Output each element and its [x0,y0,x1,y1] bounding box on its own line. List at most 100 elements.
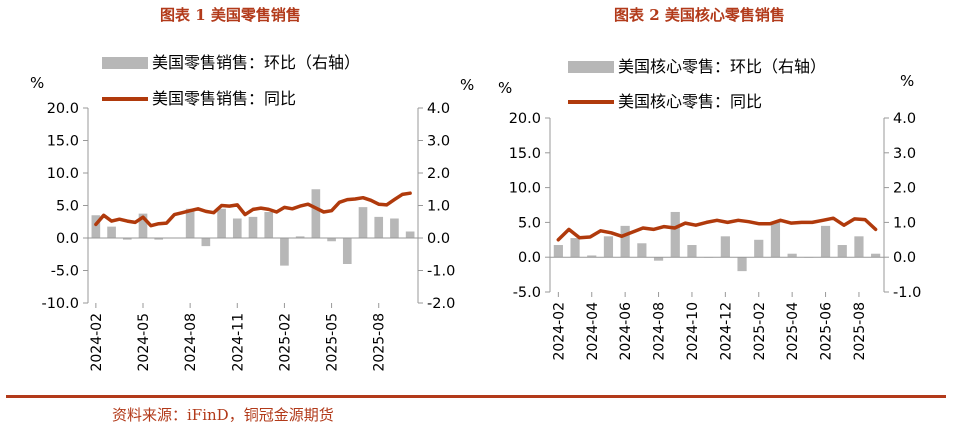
x-tick-label: 2024-02 [551,302,567,361]
bar [311,189,321,238]
left-tick-label: -5.0 [513,285,541,301]
bar [185,208,195,238]
yoy-line [556,216,878,242]
legend-line-label: 美国零售销售：同比 [152,89,296,108]
x-tick-label: 2025-06 [819,302,835,361]
x-tick-label: 2024-10 [685,302,701,361]
left-tick-label: 15.0 [47,134,79,150]
bar [405,231,415,238]
bar [720,236,730,258]
left-tick-label: 10.0 [509,181,541,197]
right-tick-label: -1.0 [427,264,455,280]
bar [837,245,847,258]
x-tick-label: 2025-02 [277,313,293,372]
bar [280,238,289,266]
bar [295,236,305,238]
bar [603,236,614,258]
bar [871,253,881,258]
right-tick-label: 3.0 [427,134,450,150]
right-tick-label: 4.0 [893,111,916,127]
legend-bar-label: 美国零售销售：环比（右轴） [152,53,360,72]
right-unit: % [460,76,474,94]
left-tick-label: 15.0 [509,146,541,162]
bar [264,212,274,238]
bar [201,238,211,247]
left-tick-label: 0.0 [518,250,541,266]
left-unit: % [498,79,512,97]
x-tick-label: 2024-11 [230,313,246,372]
left-tick-label: -5.0 [51,264,79,280]
bar [787,253,797,258]
x-tick-label: 2024-02 [89,313,105,372]
left-tick-label: 20.0 [509,111,541,127]
right-tick-label: 4.0 [427,101,450,117]
bar [570,238,580,258]
footer-divider [6,395,946,398]
bar [587,255,597,258]
legend: 美国零售销售：环比（右轴） 美国零售销售：同比 [102,53,360,108]
bar [122,238,132,240]
right-tick-label: 3.0 [893,146,916,162]
x-tick-label: 2025-08 [372,313,388,372]
right-tick-label: 2.0 [427,166,450,182]
yoy-line [94,191,412,228]
left-tick-label: 0.0 [56,231,79,247]
bar [737,257,747,272]
source-note: 资料来源：iFinD，铜冠金源期货 [112,406,334,424]
x-tick-label: 2025-04 [785,302,801,361]
left-tick-label: -10.0 [41,296,79,312]
bar [358,207,368,238]
plot-area: -10.0 -5.0 0.0 5.0 10.0 15.0 20.0 -2.0 -1.0 0.0 1.… [41,101,455,372]
bar [653,257,664,261]
x-tick-label: 2024-04 [585,302,601,361]
bar [327,238,336,242]
legend-line-label: 美国核心零售：同比 [618,92,762,111]
right-unit: % [900,72,914,90]
legend-bar-label: 美国核心零售：环比（右轴） [618,57,826,76]
right-tick-label: 1.0 [427,199,450,215]
bar [754,239,764,258]
bar [154,238,164,240]
core-retail-sales-chart: 美国核心零售：环比（右轴） 美国核心零售：同比 % % -5.0 0.0 5.0 10… [498,57,922,361]
right-tick-label: -2.0 [427,296,455,312]
x-tick-label: 2025-08 [852,302,868,361]
right-tick-label: 2.0 [893,181,916,197]
bar [770,222,781,258]
right-tick-label: 0.0 [893,250,916,266]
bar [553,245,563,258]
bar [107,226,116,238]
right-tick-label: -1.0 [893,285,921,301]
bar [390,218,399,238]
bar [342,238,352,264]
x-tick-label: 2025-05 [325,313,341,372]
x-tick-label: 2024-08 [652,302,668,361]
chart-1-title: 图表 1 美国零售销售 [160,6,301,24]
x-tick-label: 2024-12 [718,302,734,361]
chart-2-title: 图表 2 美国核心零售销售 [614,6,785,24]
bar [854,236,864,258]
bar [687,245,697,258]
legend: 美国核心零售：环比（右轴） 美国核心零售：同比 [568,57,826,111]
bar [217,208,226,238]
bar [138,213,148,238]
left-tick-label: 5.0 [518,215,541,231]
right-tick-label: 1.0 [893,215,916,231]
x-tick-label: 2024-05 [136,313,152,372]
bar [232,218,242,238]
bar [374,216,384,238]
bar [620,225,630,258]
bar [820,225,831,258]
bar [91,215,101,238]
bar [637,243,647,258]
bar [670,211,680,258]
x-tick-label: 2025-02 [752,302,768,361]
x-tick-label: 2024-08 [183,313,199,372]
legend-bar-swatch [568,61,614,73]
retail-sales-chart: 美国零售销售：环比（右轴） 美国零售销售：同比 % % -10.0 -5.0 0.0… [30,53,474,372]
legend-bar-swatch [102,57,148,69]
right-tick-label: 0.0 [427,231,450,247]
plot-area: -5.0 0.0 5.0 10.0 15.0 20.0 -1.0 0.0 1.0 2.0 3.0 4.… [509,111,922,361]
left-tick-label: 5.0 [56,199,79,215]
left-unit: % [30,74,44,92]
x-tick-label: 2024-06 [618,302,634,361]
